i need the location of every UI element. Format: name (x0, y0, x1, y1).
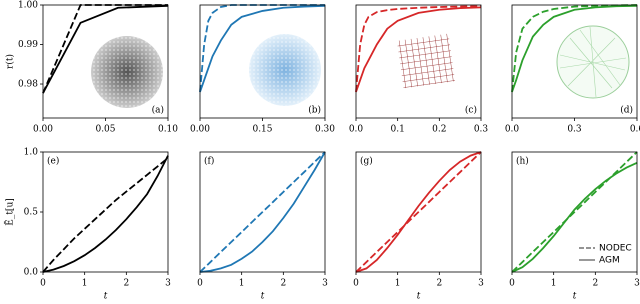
panel-label: (d) (620, 105, 633, 116)
x-tick-label: 0.0 (349, 125, 364, 135)
series-line (199, 4, 326, 93)
x-tick-label: 0.6 (630, 125, 640, 135)
x-tick-label: 0 (40, 279, 46, 289)
y-tick-label: 0.98 (18, 80, 38, 90)
series-line (42, 155, 169, 273)
x-tick-label: 0.2 (432, 125, 446, 135)
legend-label: NODEC (599, 244, 632, 254)
x-tick-label: 0.10 (158, 125, 178, 135)
series-line (355, 6, 482, 93)
series-line (199, 151, 326, 273)
y-axis-label: r(t) (5, 54, 16, 69)
x-tick-label: 0.3 (474, 125, 489, 135)
plot-frame (511, 4, 638, 119)
x-tick-label: 1 (395, 279, 401, 289)
series-line (511, 4, 638, 93)
x-tick-label: 0.1 (391, 125, 405, 135)
x-tick-label: 3 (165, 279, 171, 289)
x-tick-label: 2 (280, 279, 286, 289)
x-tick-label: 2 (592, 279, 598, 289)
x-tick-label: 0.15 (252, 125, 272, 135)
series-line (355, 151, 482, 273)
y-tick-label: 0.5 (24, 208, 39, 218)
x-axis-label: t (104, 292, 108, 302)
x-tick-label: 0.00 (33, 125, 53, 135)
x-tick-label: 3 (322, 279, 328, 289)
plot-frame (511, 151, 638, 273)
x-tick-label: 0 (353, 279, 359, 289)
x-tick-label: 0.3 (567, 125, 582, 135)
x-tick-label: 0.00 (190, 125, 210, 135)
legend-label: AGM (599, 256, 620, 266)
x-axis-label: t (261, 292, 265, 302)
x-tick-label: 1 (82, 279, 88, 289)
plot-frame (42, 151, 169, 273)
plot-frame (199, 4, 326, 119)
series-line (199, 151, 326, 273)
x-axis-label: t (417, 292, 421, 302)
y-tick-label: 1.0 (24, 148, 39, 158)
panel-label: (c) (465, 105, 477, 116)
series-line (355, 5, 482, 92)
network-inset (91, 25, 630, 108)
x-tick-label: 1 (551, 279, 557, 289)
y-tick-label: 0.99 (18, 40, 38, 50)
panel-label: (b) (308, 105, 321, 116)
panel-label: (a) (152, 105, 164, 116)
x-tick-label: 3 (478, 279, 484, 289)
x-tick-label: 0.0 (505, 125, 520, 135)
series-line (511, 4, 638, 93)
x-tick-label: 3 (634, 279, 640, 289)
series-line (511, 151, 638, 273)
series-line (355, 151, 482, 273)
plot-frame (355, 4, 482, 119)
plot-frame (199, 151, 326, 273)
plot-frame (42, 4, 169, 119)
y-tick-label: 0.0 (24, 268, 39, 278)
series-line (42, 4, 169, 94)
panel-label: (f) (204, 156, 214, 167)
x-tick-label: 0.30 (315, 125, 335, 135)
x-tick-label: 1 (239, 279, 245, 289)
x-tick-label: 0.05 (95, 125, 115, 135)
x-tick-label: 2 (123, 279, 129, 289)
y-axis-label: Ē_t[u] (4, 198, 16, 226)
x-tick-label: 0 (509, 279, 515, 289)
series-line (511, 161, 638, 273)
x-tick-label: 2 (436, 279, 442, 289)
panel-label: (h) (516, 156, 529, 167)
series-line (42, 157, 169, 273)
panel-label: (e) (47, 156, 59, 167)
plot-frame (355, 151, 482, 273)
y-tick-label: 1.00 (18, 1, 38, 11)
panel-label: (g) (360, 156, 373, 167)
x-tick-label: 0 (197, 279, 203, 289)
x-axis-label: t (573, 292, 577, 302)
